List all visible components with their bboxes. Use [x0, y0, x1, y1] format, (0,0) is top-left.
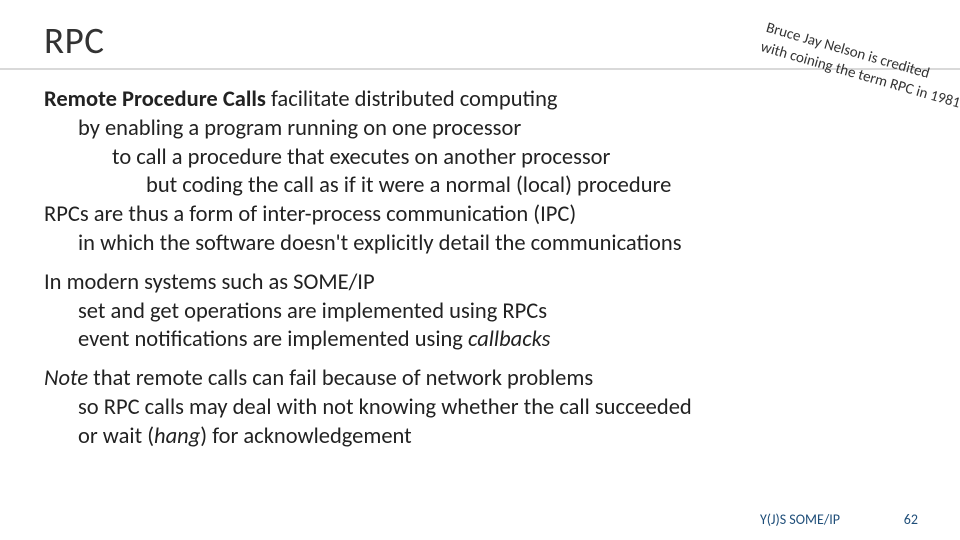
- body-line: Remote Procedure Calls facilitate distri…: [44, 86, 932, 115]
- body-line: event notifications are implemented usin…: [44, 326, 932, 355]
- body-text: facilitate distributed computing: [266, 86, 558, 113]
- paragraph-group-1: Remote Procedure Calls facilitate distri…: [44, 86, 932, 259]
- hang-term: hang: [154, 423, 200, 450]
- footer-label: Y(J)S SOME/IP: [760, 511, 840, 528]
- body-line: or wait (hang) for acknowledgement: [44, 423, 932, 452]
- body-line: In modern systems such as SOME/IP: [44, 269, 932, 298]
- body-line: but coding the call as if it were a norm…: [44, 172, 932, 201]
- paragraph-group-3: Note that remote calls can fail because …: [44, 365, 932, 451]
- slide-body: Remote Procedure Calls facilitate distri…: [44, 86, 932, 458]
- slide: RPC Bruce Jay Nelson is credited with co…: [0, 0, 960, 540]
- callbacks-term: callbacks: [468, 326, 550, 353]
- body-text: or wait (: [78, 423, 154, 450]
- rpc-term: Remote Procedure Calls: [44, 86, 266, 113]
- body-text: ) for acknowledgement: [200, 423, 411, 450]
- body-line: Note that remote calls can fail because …: [44, 365, 932, 394]
- body-line: to call a procedure that executes on ano…: [44, 144, 932, 173]
- body-line: by enabling a program running on one pro…: [44, 115, 932, 144]
- note-term: Note: [44, 365, 88, 392]
- body-text: that remote calls can fail because of ne…: [88, 365, 593, 392]
- paragraph-group-2: In modern systems such as SOME/IP set an…: [44, 269, 932, 355]
- page-number: 62: [904, 511, 918, 528]
- body-line: so RPC calls may deal with not knowing w…: [44, 394, 932, 423]
- body-line: RPCs are thus a form of inter-process co…: [44, 201, 932, 230]
- body-line: in which the software doesn't explicitly…: [44, 230, 932, 259]
- body-line: set and get operations are implemented u…: [44, 298, 932, 327]
- body-text: event notifications are implemented usin…: [78, 326, 468, 353]
